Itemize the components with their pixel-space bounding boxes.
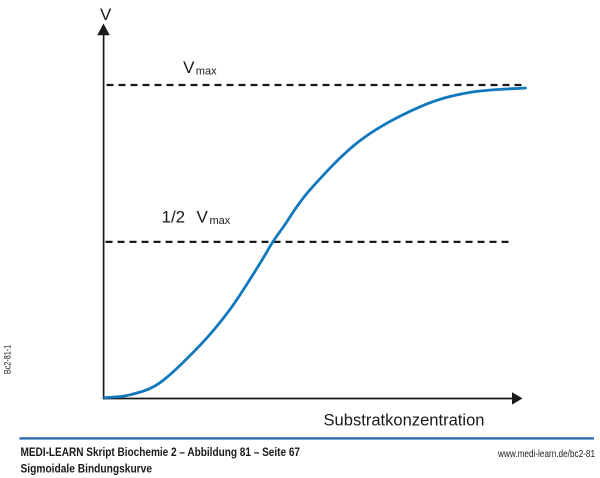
svg-text:1/2: 1/2 bbox=[162, 208, 186, 227]
svg-text:MEDI-LEARN Skript Biochemie 2: MEDI-LEARN Skript Biochemie 2 – Abbildun… bbox=[21, 446, 301, 459]
svg-text:V: V bbox=[183, 58, 195, 77]
svg-text:V: V bbox=[197, 208, 209, 227]
svg-text:V: V bbox=[100, 5, 112, 24]
svg-text:max: max bbox=[196, 66, 217, 78]
svg-text:Bc2-81-1: Bc2-81-1 bbox=[3, 345, 14, 374]
svg-text:www.medi-learn.de/bc2-81: www.medi-learn.de/bc2-81 bbox=[497, 449, 595, 460]
svg-text:Substratkonzentration: Substratkonzentration bbox=[324, 411, 485, 430]
svg-text:max: max bbox=[210, 215, 231, 227]
svg-text:Sigmoidale Bindungskurve: Sigmoidale Bindungskurve bbox=[21, 463, 153, 476]
